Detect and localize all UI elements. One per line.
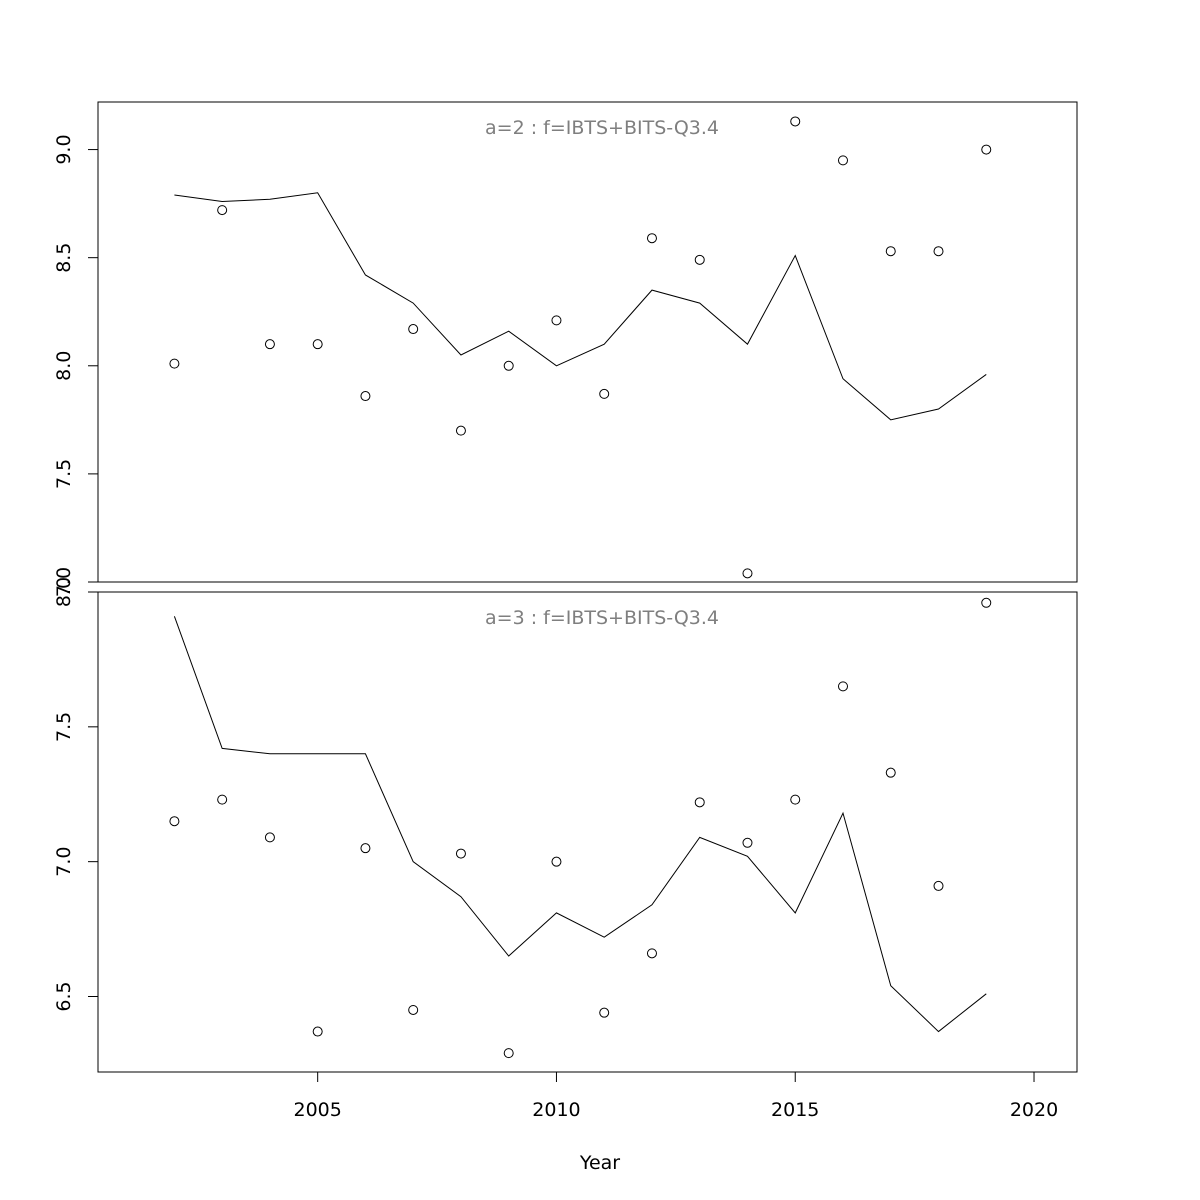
observed-point [837,155,848,166]
y-tick-label: 9.0 [53,134,75,164]
observed-point [455,425,466,436]
observed-point [790,794,801,805]
y-tick-label: 6.5 [53,981,75,1011]
fitted-line [173,616,987,1033]
panel-title: a=2 : f=IBTS+BITS-Q3.4 [485,117,719,139]
observed-point [981,144,992,155]
plot-frame [97,591,1078,1073]
observed-point [790,116,801,127]
observed-point [551,315,562,326]
y-tick-label: 8.5 [53,243,75,273]
observed-point [360,843,371,854]
observed-point [408,324,419,335]
observed-point [981,597,992,608]
x-tick-label: 2020 [1010,1099,1058,1121]
y-tick-label: 7.0 [53,567,75,597]
observed-point [837,681,848,692]
observed-point [169,358,180,369]
x-tick-label: 2005 [293,1099,341,1121]
panel-title: a=3 : f=IBTS+BITS-Q3.4 [485,607,719,629]
x-tick-label: 2010 [532,1099,580,1121]
observed-point [885,767,896,778]
observed-point [312,339,323,350]
observed-point [646,233,657,244]
observed-point [933,246,944,257]
observed-point [503,360,514,371]
observed-point [455,848,466,859]
observed-point [646,948,657,959]
observed-point [264,339,275,350]
y-tick-label: 7.5 [53,712,75,742]
observed-point [742,568,753,579]
observed-point [217,794,228,805]
y-tick-label: 7.5 [53,459,75,489]
y-tick-label: 8.0 [53,577,75,607]
observed-point [408,1004,419,1015]
observed-point [599,388,610,399]
observed-point [503,1048,514,1059]
panel-a3: a=3 : f=IBTS+BITS-Q3.4 6.5 7.0 7.5 8.0 2005 2… [53,577,1078,1121]
observed-point [885,246,896,257]
observed-point [217,205,228,216]
observed-point [169,816,180,827]
x-axis-label: Year [579,1152,620,1174]
observed-point [742,837,753,848]
observed-point [694,254,705,265]
observed-point [551,856,562,867]
observed-point [694,797,705,808]
observed-point [599,1007,610,1018]
x-tick-label: 2015 [771,1099,819,1121]
observed-point [264,832,275,843]
observed-point [360,391,371,402]
fitted-line [174,192,987,421]
observed-point [312,1026,323,1037]
plot-frame [97,101,1078,583]
observed-point [933,880,944,891]
y-tick-label: 7.0 [53,847,75,877]
panel-a2: a=2 : f=IBTS+BITS-Q3.4 7.0 7.5 8.0 8.5 9.0 [53,101,1078,597]
y-tick-label: 8.0 [53,351,75,381]
